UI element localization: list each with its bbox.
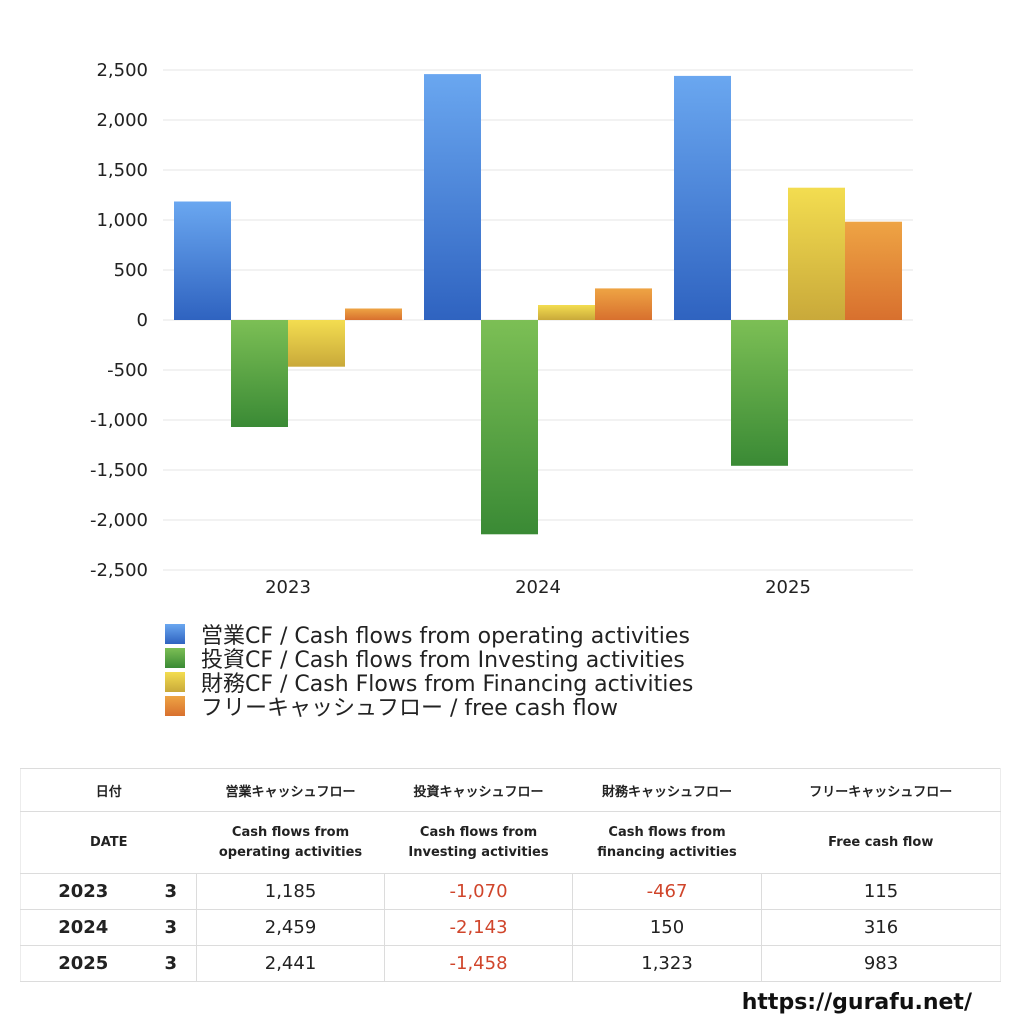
header-financing-jp: 財務キャッシュフロー (572, 768, 762, 812)
cell-operating: 1,185 (196, 873, 385, 910)
legend-item-operating: 営業CF / Cash flows from operating activit… (165, 622, 693, 649)
cell-financing: -467 (572, 873, 762, 910)
y-tick-label: -2,500 (90, 560, 148, 581)
header-date-en: DATE (20, 811, 197, 874)
cell-free: 316 (761, 909, 1001, 946)
legend-label-financing: 財務CF / Cash Flows from Financing activit… (201, 672, 694, 697)
legend-swatch-operating (165, 624, 185, 644)
bar-2025-series-0 (674, 75, 731, 321)
y-tick-label: -2,000 (90, 510, 148, 531)
y-tick-label: -1,000 (90, 410, 148, 431)
bar-2024-series-3 (595, 288, 652, 320)
table-header-row-jp: 日付 営業キャッシュフロー 投資キャッシュフロー 財務キャッシュフロー フリーキ… (20, 768, 1001, 812)
y-tick-label: 500 (114, 260, 148, 281)
cell-free: 115 (761, 873, 1001, 910)
chart-bars (174, 74, 902, 535)
legend-swatch-financing (165, 672, 185, 692)
row-year: 2025 (20, 945, 146, 982)
cell-operating: 2,459 (196, 909, 385, 946)
y-tick-label: 1,500 (96, 160, 148, 181)
cell-free: 983 (761, 945, 1001, 982)
cell-financing: 150 (572, 909, 762, 946)
row-month: 3 (145, 873, 198, 910)
header-free-en: Free cash flow (761, 811, 1001, 874)
site-url[interactable]: https://gurafu.net/ (741, 990, 972, 1015)
bar-2024-series-1 (481, 320, 538, 535)
legend-item-financing: 財務CF / Cash Flows from Financing activit… (165, 670, 693, 697)
bar-2023-series-1 (231, 320, 288, 427)
x-axis-ticks: 2023 2024 2025 (265, 577, 811, 598)
legend-item-free-cash-flow: フリーキャッシュフロー / free cash flow (165, 694, 693, 721)
bar-2025-series-3 (845, 221, 902, 320)
row-month: 3 (145, 945, 198, 982)
row-year: 2023 (20, 873, 146, 910)
y-tick-label: -1,500 (90, 460, 148, 481)
x-tick-label: 2025 (765, 577, 811, 598)
y-axis-ticks: 2,500 2,000 1,500 1,000 500 0 -500 -1,000 -1,500… (90, 60, 148, 581)
legend-item-investing: 投資CF / Cash flows from Investing activit… (165, 646, 693, 673)
table-row: 2023 3 1,185 -1,070 -467 115 (20, 873, 1001, 910)
bar-2024-series-2 (538, 305, 595, 320)
bar-2023-series-2 (288, 320, 345, 367)
y-tick-label: -500 (107, 360, 148, 381)
legend-swatch-investing (165, 648, 185, 668)
bar-2023-series-3 (345, 308, 402, 320)
header-free-jp: フリーキャッシュフロー (761, 768, 1001, 812)
row-year: 2024 (20, 909, 146, 946)
bar-2025-series-2 (788, 187, 845, 320)
row-month: 3 (145, 909, 198, 946)
header-investing-en: Cash flows from Investing activities (384, 811, 573, 874)
y-tick-label: 1,000 (96, 210, 148, 231)
legend-swatch-free-cash-flow (165, 696, 185, 716)
cell-investing: -2,143 (384, 909, 573, 946)
header-date-jp: 日付 (20, 768, 197, 812)
x-tick-label: 2023 (265, 577, 311, 598)
y-tick-label: 2,000 (96, 110, 148, 131)
legend-label-free-cash-flow: フリーキャッシュフロー / free cash flow (201, 696, 619, 721)
table-row: 2024 3 2,459 -2,143 150 316 (20, 909, 1001, 946)
bar-2025-series-1 (731, 320, 788, 466)
header-operating-en: Cash flows from operating activities (196, 811, 385, 874)
cell-investing: -1,458 (384, 945, 573, 982)
legend-label-operating: 営業CF / Cash flows from operating activit… (201, 624, 690, 649)
y-tick-label: 2,500 (96, 60, 148, 81)
table-header-row-en: DATE Cash flows from operating activitie… (20, 811, 1001, 874)
cell-financing: 1,323 (572, 945, 762, 982)
cell-operating: 2,441 (196, 945, 385, 982)
bar-2024-series-0 (424, 74, 481, 320)
x-tick-label: 2024 (515, 577, 561, 598)
bar-2023-series-0 (174, 201, 231, 320)
y-tick-label: 0 (137, 310, 148, 331)
table-row: 2025 3 2,441 -1,458 1,323 983 (20, 945, 1001, 982)
cell-investing: -1,070 (384, 873, 573, 910)
legend-label-investing: 投資CF / Cash flows from Investing activit… (201, 648, 685, 673)
chart-legend: 営業CF / Cash flows from operating activit… (165, 622, 693, 721)
cash-flow-table: 日付 営業キャッシュフロー 投資キャッシュフロー 財務キャッシュフロー フリーキ… (20, 768, 1002, 982)
cash-flow-bar-chart: 2,500 2,000 1,500 1,000 500 0 -500 -1,000 -1,500… (90, 60, 913, 598)
header-operating-jp: 営業キャッシュフロー (196, 768, 385, 812)
header-financing-en: Cash flows from financing activities (572, 811, 762, 874)
header-investing-jp: 投資キャッシュフロー (384, 768, 573, 812)
